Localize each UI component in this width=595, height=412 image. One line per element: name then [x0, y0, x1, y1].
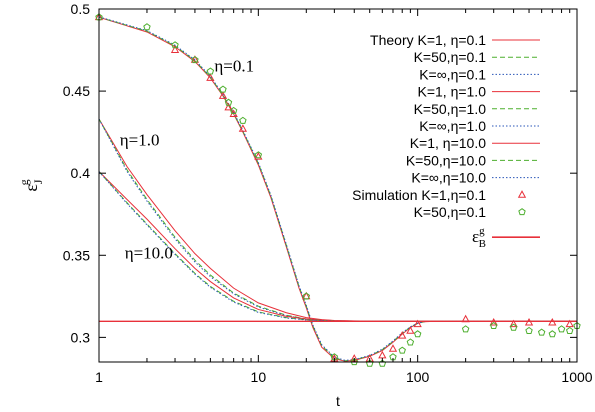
annotations: η=0.1 η=1.0 η=10.0 — [120, 56, 254, 262]
legend-label-superscript: g — [479, 225, 485, 237]
series-9-point — [254, 152, 263, 160]
legend-label: Simulation K=1,η=0.1 — [352, 187, 486, 203]
series-9-point — [378, 350, 387, 359]
eta-annotation: η=0.1 — [214, 56, 254, 75]
series-10-point — [219, 85, 227, 93]
y-axis-label: εJg — [17, 179, 45, 192]
legend-label: K=∞,η=10.0 — [411, 170, 486, 186]
series-10-point — [537, 328, 546, 336]
y-tick-label: 0.4 — [71, 165, 91, 181]
series-10-point — [302, 292, 311, 300]
plot-frame — [98, 8, 578, 363]
legend-label-subscript: B — [479, 238, 486, 250]
legend-label: K=50,η=0.1 — [414, 204, 487, 220]
series-10-point — [548, 330, 557, 338]
series-lines — [98, 16, 577, 362]
series-1-line — [98, 16, 577, 362]
legend-label: K=50,η=1.0 — [414, 101, 487, 117]
series-4-line — [98, 118, 577, 322]
series-10-point — [254, 151, 263, 159]
series-0-line — [98, 16, 577, 362]
x-tick-label: 10 — [251, 369, 267, 385]
series-9-point — [413, 319, 422, 328]
series-10-point — [406, 338, 415, 346]
series-markers — [94, 12, 581, 367]
eta-annotation: η=1.0 — [120, 130, 160, 149]
series-10-point — [525, 326, 533, 334]
x-tick-label: 100 — [406, 369, 430, 385]
series-10-point — [191, 55, 199, 64]
series-10-point — [557, 325, 566, 333]
series-9-point — [388, 344, 398, 352]
series-10-point — [565, 326, 574, 334]
legend-marker — [518, 208, 526, 216]
series-9-point — [170, 45, 180, 53]
legend-label: εg B — [472, 225, 486, 250]
legend-label: K=∞,η=1.0 — [419, 118, 486, 134]
series-10-point — [509, 323, 518, 331]
series-9-point — [548, 317, 557, 326]
x-axis-label: t — [336, 393, 340, 409]
legend-label: Theory K=1, η=0.1 — [370, 32, 486, 48]
y-axis-label-symbol: ε — [21, 184, 41, 192]
legend-label: K=50,η=10.0 — [406, 152, 486, 168]
series-9-point — [224, 102, 233, 111]
legend-marker — [517, 190, 527, 198]
x-tick-label: 1 — [95, 369, 103, 385]
series-10-point — [413, 330, 422, 338]
series-10-point — [143, 23, 151, 31]
series-10-point — [489, 321, 498, 330]
series-9-point — [524, 317, 534, 326]
y-axis-label-superscript: g — [17, 179, 31, 185]
series-10-point — [239, 116, 247, 124]
axis-ticks: 1 10 100 1000 0.3 0.35 0.4 0.45 0.5 — [63, 1, 593, 385]
legend-label-symbol: ε — [472, 227, 479, 246]
series-10-point — [229, 106, 238, 114]
x-tick-label: 1000 — [561, 369, 592, 385]
y-tick-label: 0.35 — [63, 247, 90, 263]
series-10-point — [398, 346, 406, 354]
y-axis-label-subscript: J — [31, 179, 45, 184]
legend-label: K=50,η=0.1 — [414, 49, 487, 65]
series-10-point — [206, 67, 215, 75]
series-10-point — [350, 358, 358, 366]
series-10-point — [171, 41, 179, 49]
legend-label: K=1, η=1.0 — [417, 84, 486, 100]
legend-label: K=1, η=10.0 — [410, 135, 487, 151]
series-10-point — [461, 325, 470, 333]
series-9-point — [406, 326, 415, 334]
series-3-line — [98, 118, 577, 322]
series-10-point — [224, 98, 233, 106]
legend-label: K=∞,η=0.1 — [419, 66, 486, 82]
y-tick-label: 0.5 — [71, 1, 91, 17]
y-tick-label: 0.3 — [71, 329, 91, 345]
series-9-point — [206, 73, 215, 81]
y-tick-label: 0.45 — [63, 83, 90, 99]
series-2-line — [98, 16, 577, 361]
series-9-point — [489, 317, 498, 326]
legend: Theory K=1, η=0.1K=50,η=0.1K=∞,η=0.1K=1,… — [352, 32, 540, 250]
eta-annotation: η=10.0 — [125, 244, 173, 263]
series-5-line — [98, 118, 577, 322]
series-9-point — [461, 314, 470, 323]
series-9-point — [218, 91, 228, 99]
series-9-point — [565, 319, 574, 328]
series-9-point — [509, 319, 518, 328]
series-9-point — [238, 124, 248, 132]
series-9-point — [398, 331, 407, 339]
